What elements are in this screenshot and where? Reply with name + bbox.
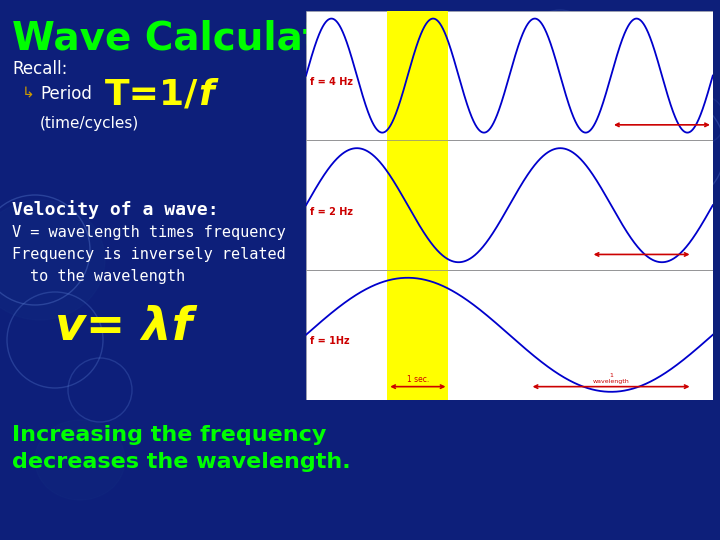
Text: Velocity of a wave:: Velocity of a wave: (12, 200, 219, 219)
Ellipse shape (0, 200, 105, 320)
Bar (387, 140, 449, 270)
Bar (306, 270, 713, 400)
Text: decreases the wavelength.: decreases the wavelength. (12, 452, 351, 472)
Text: V = wavelength times frequency: V = wavelength times frequency (12, 225, 286, 240)
Text: (cycles/time): (cycles/time) (330, 116, 429, 131)
Text: f = 1Hz: f = 1Hz (310, 336, 350, 346)
Text: 1
wavelength: 1 wavelength (593, 373, 629, 383)
Bar (306, 11, 713, 140)
Bar (387, 11, 449, 140)
Bar (306, 140, 713, 270)
Text: Frequency: Frequency (330, 85, 415, 103)
Text: Period: Period (40, 85, 92, 103)
Text: ↳: ↳ (22, 85, 35, 100)
Text: Recall:: Recall: (12, 60, 68, 78)
Text: v= λf: v= λf (55, 305, 192, 350)
Text: f = 2 Hz: f = 2 Hz (310, 207, 353, 217)
Text: f = 4 Hz: f = 4 Hz (310, 77, 353, 87)
Text: f: f (198, 78, 214, 112)
Text: (time/cycles): (time/cycles) (40, 116, 139, 131)
Text: Frequency is inversely related: Frequency is inversely related (12, 247, 286, 262)
Ellipse shape (560, 165, 680, 275)
Text: T=1/: T=1/ (105, 78, 199, 112)
Ellipse shape (610, 35, 710, 125)
Bar (387, 270, 449, 400)
Text: Increasing the frequency: Increasing the frequency (12, 425, 326, 445)
Text: 1 sec.: 1 sec. (407, 375, 429, 383)
Ellipse shape (35, 420, 125, 500)
Ellipse shape (470, 40, 650, 180)
Text: f=1/T: f=1/T (430, 78, 539, 112)
Text: Wave Calculations: Wave Calculations (12, 20, 412, 58)
Text: to the wavelength: to the wavelength (30, 269, 185, 284)
